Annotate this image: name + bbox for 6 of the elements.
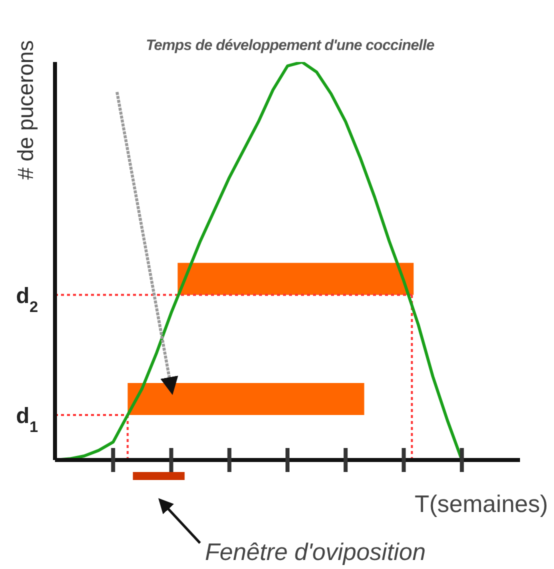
text: Fenêtre d'oviposition: [205, 539, 426, 566]
ref-line-label: d$_{1}$: [16, 403, 38, 436]
x-axis-title: T(semaines): [414, 491, 548, 518]
ref-line-label: d$_{2}$: [16, 282, 38, 316]
chart-title: Temps de développement d'une coccinelle: [146, 37, 434, 54]
y-axis-title: # de pucerons: [13, 40, 38, 180]
